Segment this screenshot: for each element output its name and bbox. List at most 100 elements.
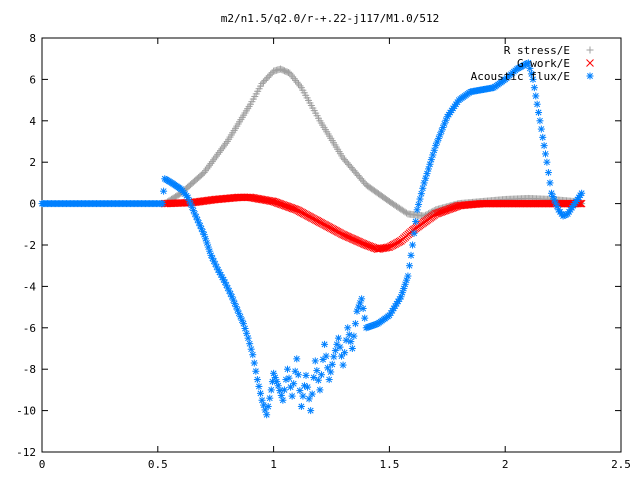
data-point	[350, 332, 358, 340]
data-point	[264, 73, 272, 81]
data-point	[299, 392, 307, 400]
data-point	[419, 184, 427, 192]
data-point	[297, 402, 305, 410]
data-point	[293, 78, 301, 86]
data-point	[532, 92, 540, 100]
data-point	[382, 243, 391, 252]
data-point	[249, 351, 257, 359]
data-point	[239, 320, 247, 328]
data-point	[271, 198, 279, 206]
data-point	[258, 396, 266, 404]
data-point	[272, 198, 281, 207]
data-point	[280, 386, 288, 394]
data-point	[291, 205, 300, 214]
data-point	[305, 395, 313, 403]
data-point	[540, 142, 548, 150]
legend-marker	[586, 46, 594, 54]
data-point	[348, 235, 357, 243]
data-point	[351, 236, 360, 244]
axis-ticks: 0 0.5 1 1.5 2 2.5 -12 -10 -8 -6 -4 -2 0 2 4 6 8	[16, 32, 631, 471]
legend-label: G work/E	[517, 57, 570, 70]
data-point	[201, 167, 209, 175]
data-point	[527, 70, 535, 78]
data-point	[264, 402, 272, 410]
data-point	[444, 205, 452, 214]
data-point	[347, 338, 355, 346]
data-point	[409, 241, 417, 249]
data-point	[543, 158, 551, 166]
data-point	[290, 75, 298, 83]
data-point	[347, 234, 356, 243]
data-point	[450, 203, 459, 211]
data-point	[405, 262, 413, 270]
data-point	[358, 295, 366, 303]
data-point	[350, 235, 358, 244]
data-point	[334, 334, 342, 342]
data-point	[345, 331, 353, 339]
data-point	[290, 380, 298, 388]
data-point	[216, 147, 224, 155]
data-point	[292, 76, 300, 84]
series-3	[38, 59, 586, 419]
data-point	[445, 205, 454, 213]
data-point	[255, 382, 263, 390]
data-point	[308, 390, 316, 398]
data-point	[340, 231, 349, 240]
data-point	[322, 352, 330, 360]
data-point	[200, 169, 208, 177]
data-point	[244, 334, 252, 342]
data-point	[363, 241, 372, 250]
data-point	[208, 158, 216, 166]
data-point	[416, 195, 424, 203]
data-point	[317, 371, 325, 379]
data-point	[210, 156, 218, 164]
data-point	[352, 236, 361, 245]
data-point	[348, 345, 356, 352]
data-point	[404, 272, 412, 280]
data-point	[258, 80, 266, 88]
data-point	[158, 200, 166, 208]
data-point	[438, 207, 447, 216]
data-point	[344, 324, 352, 332]
data-point	[544, 169, 552, 177]
data-point	[328, 360, 336, 368]
data-point	[290, 204, 298, 213]
data-point	[261, 76, 269, 84]
y-tick-label: 8	[29, 32, 36, 45]
data-point	[286, 203, 294, 212]
y-tick-label: -6	[23, 322, 36, 335]
data-point	[356, 238, 365, 247]
data-point	[413, 206, 421, 214]
data-point	[267, 70, 275, 78]
y-tick-label: -8	[23, 363, 36, 376]
data-point	[212, 152, 220, 160]
data-point	[355, 238, 364, 246]
data-point	[283, 365, 291, 373]
legend-marker	[586, 72, 594, 80]
x-tick-label: 0	[39, 458, 46, 471]
data-point	[241, 324, 249, 332]
data-point	[412, 218, 420, 226]
data-point	[435, 208, 444, 217]
data-point	[338, 352, 346, 360]
data-point	[361, 314, 369, 322]
data-point	[319, 356, 327, 364]
data-point	[304, 383, 312, 391]
data-point	[288, 392, 296, 400]
chart-title: m2/n1.5/q2.0/r-+.22-j117/M1.0/512	[221, 12, 440, 25]
y-tick-label: -12	[16, 446, 36, 459]
data-point	[546, 179, 554, 187]
data-point	[262, 75, 270, 83]
data-point	[267, 386, 275, 394]
data-point	[285, 374, 293, 382]
data-point	[431, 210, 440, 218]
data-point	[524, 59, 532, 67]
data-point	[280, 201, 289, 210]
data-point	[256, 389, 264, 397]
data-point	[294, 80, 302, 88]
plot-frame	[41, 37, 622, 453]
data-point	[206, 161, 214, 169]
data-point	[441, 206, 450, 215]
legend-label: Acoustic flux/E	[471, 70, 570, 83]
data-point	[407, 251, 415, 259]
